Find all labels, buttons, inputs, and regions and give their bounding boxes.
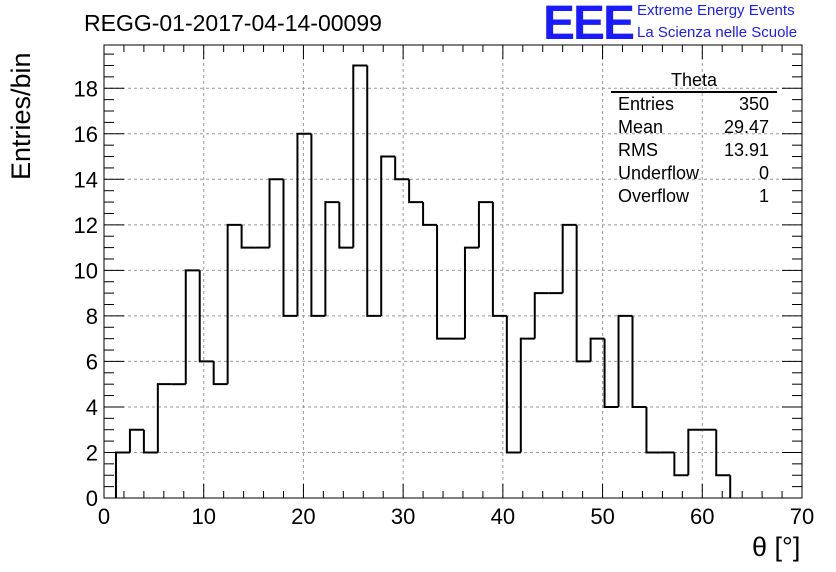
stats-row: Entries 350 [611,93,777,116]
x-tick-label: 10 [191,504,215,529]
y-axis-label: Entries/bin [6,52,36,180]
stats-label: Underflow [618,163,700,183]
histogram-bin [463,246,479,339]
x-tick-labels: 0 10 20 30 40 50 60 70 [98,504,814,529]
histogram-bin [491,202,507,317]
histogram-bin [561,223,577,294]
y-tick-label: 14 [74,167,98,192]
histogram-bin [589,337,605,362]
x-tick-label: 0 [98,504,110,529]
x-axis-label: θ [°] [752,532,801,562]
stats-label: RMS [618,140,658,160]
histogram-bin [198,270,214,363]
histogram-bin [142,429,158,454]
stats-row: Mean 29.47 [611,116,777,139]
x-tick-label: 30 [391,504,415,529]
histogram-bin [673,452,689,477]
y-tick-label: 4 [86,395,98,420]
axis-ticks [103,45,803,499]
stats-row: RMS 13.91 [611,139,777,162]
histogram-bin [338,202,354,249]
y-tick-label: 2 [86,440,98,465]
histogram-bin [324,201,340,316]
y-tick-label: 10 [74,258,98,283]
x-tick-label: 40 [491,504,515,529]
histogram-bin [603,338,619,408]
stats-box: Theta Entries 350 Mean 29.47 RMS 13.91 U… [611,70,777,208]
histogram-bin [394,156,410,181]
y-tick-labels: 0 2 4 6 8 10 12 14 16 18 [74,76,98,511]
grid-lines [104,45,802,498]
histogram-bin [352,64,368,248]
stats-label: Entries [618,94,675,114]
y-tick-label: 18 [74,76,98,101]
stats-value: 0 [758,163,769,183]
y-tick-label: 6 [86,349,98,374]
histogram-bin [687,428,703,476]
histogram-bin [366,65,382,317]
stats-value: 29.47 [723,117,769,137]
x-tick-label: 60 [690,504,714,529]
histogram-bin [226,223,242,385]
histogram-bin [645,406,661,454]
stats-value: 1 [758,186,769,206]
logo-line-1: Extreme Energy Events [637,2,795,19]
histogram-bin [310,133,326,317]
y-tick-label: 0 [86,486,98,511]
histogram-bins [114,64,732,498]
histogram-bin [408,179,424,204]
histogram-bin [519,337,535,453]
stats-title: Theta [611,70,777,93]
histogram-bin [533,292,549,339]
stats-value: 350 [738,94,769,114]
stats-row: Overflow 1 [611,185,777,208]
y-tick-label: 16 [74,122,98,147]
histogram-bin [617,314,633,407]
stats-row: Underflow 0 [611,162,777,185]
histogram-bin [436,224,452,340]
histogram-bin [240,224,256,249]
y-tick-label: 12 [74,213,98,238]
x-tick-label: 20 [291,504,315,529]
y-tick-label: 8 [86,304,98,329]
stats-label: Overflow [618,186,690,206]
histogram-bin [184,269,200,385]
logo-line-2: La Scienza nelle Scuole [637,24,798,41]
histogram-bin [268,178,284,248]
histogram-bin [296,132,312,316]
histogram-bin [114,451,130,498]
x-tick-label: 50 [590,504,614,529]
histogram-bin [422,202,438,226]
histogram-bin [282,179,298,317]
histogram-bin [128,428,144,453]
histogram-bin [715,429,731,477]
histogram-bin [156,383,172,453]
histogram-bin [631,315,647,408]
plot-frame [103,44,803,499]
histogram-bin [212,361,228,386]
histogram-bin [505,315,521,454]
chart-title: REGG-01-2017-04-14-00099 [84,10,382,36]
stats-label: Mean [618,117,664,137]
histogram-bin [380,155,396,316]
histogram-bin [575,224,591,363]
stats-value: 13.91 [723,140,769,160]
histogram-bin [477,201,493,248]
eee-logo: EEE [543,0,635,50]
x-tick-label: 70 [790,504,814,529]
